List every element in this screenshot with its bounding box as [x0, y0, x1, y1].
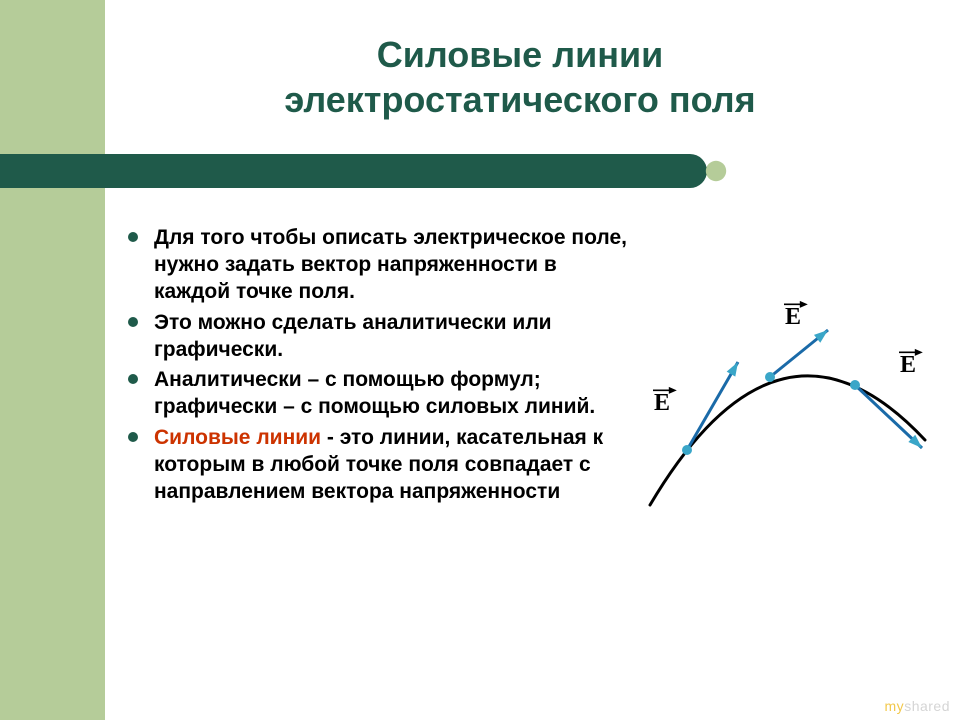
title-line-2: электростатического поля	[140, 77, 900, 122]
bullet-text: Для того чтобы описать электрическое пол…	[154, 226, 627, 303]
accent-bar	[0, 154, 735, 188]
svg-text:E: E	[654, 390, 670, 416]
watermark-left: my	[885, 698, 905, 714]
field-line-diagram: E E E	[630, 300, 930, 530]
slide-title: Силовые линии электростатического поля	[140, 32, 900, 122]
diagram-svg: E E E	[630, 300, 930, 530]
bullet-list: Для того чтобы описать электрическое пол…	[128, 225, 628, 510]
bullet-text: Аналитически – с помощью формул; графиче…	[154, 368, 595, 418]
bullet-text: Это можно сделать аналитически или графи…	[154, 311, 552, 361]
svg-text:E: E	[900, 352, 916, 378]
title-line-1: Силовые линии	[140, 32, 900, 77]
bullet-item: Аналитически – с помощью формул; графиче…	[128, 367, 628, 421]
slide: Силовые линии электростатического поля Д…	[0, 0, 960, 720]
bullet-term: Силовые линии	[154, 426, 321, 449]
bullet-item: Силовые линии - это линии, касательная к…	[128, 425, 628, 506]
accent-bar-svg	[0, 154, 735, 188]
bullet-item: Для того чтобы описать электрическое пол…	[128, 225, 628, 306]
watermark-right: shared	[904, 698, 950, 714]
svg-text:E: E	[785, 304, 801, 330]
watermark: myshared	[885, 698, 950, 714]
bullet-item: Это можно сделать аналитически или графи…	[128, 310, 628, 364]
left-accent-band	[0, 0, 105, 720]
